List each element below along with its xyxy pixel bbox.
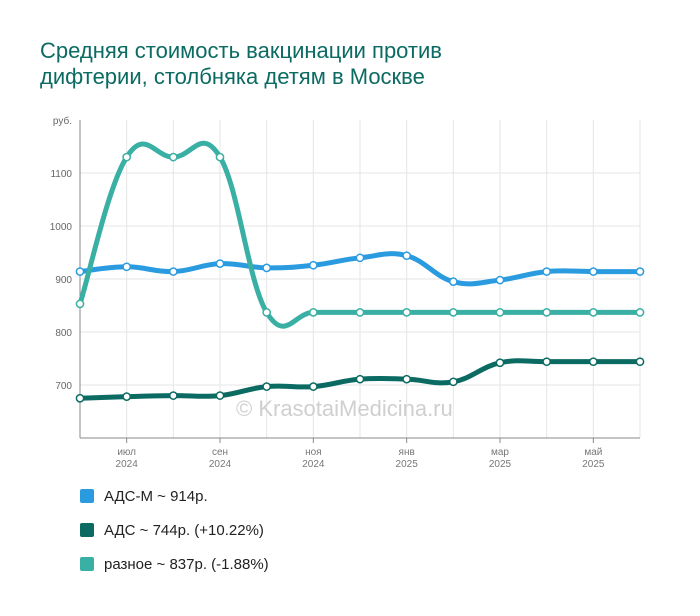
data-point-ads-m[interactable]	[635, 267, 645, 276]
x-tick-label-month: сен	[212, 447, 228, 458]
data-point-ads-m[interactable]	[308, 260, 318, 270]
data-point-ads[interactable]	[355, 374, 365, 384]
y-tick-label: 800	[55, 328, 72, 339]
x-tick-label-year: 2024	[116, 459, 139, 470]
data-point-raznoe[interactable]	[542, 308, 552, 317]
x-tick-label-year: 2025	[582, 459, 605, 470]
chart-title-line-2: дифтерии, столбняка детям в Москве	[40, 64, 425, 89]
y-tick-label: 700	[55, 381, 72, 392]
data-point-raznoe[interactable]	[122, 152, 132, 162]
x-tick-label-year: 2025	[396, 459, 419, 470]
data-point-ads[interactable]	[402, 374, 412, 384]
x-tick-label-month: июл	[117, 447, 136, 458]
data-point-raznoe[interactable]	[448, 308, 458, 317]
series-ads-m	[75, 251, 645, 287]
data-point-ads[interactable]	[635, 357, 645, 367]
legend: АДС-М ~ 914р. АДС ~ 744р. (+10.22%) разн…	[80, 486, 269, 588]
data-point-ads[interactable]	[168, 391, 178, 400]
legend-swatch-ads	[80, 523, 94, 537]
y-tick-label: 900	[55, 275, 72, 286]
legend-label-raznoe: разное ~ 837р. (-1.88%)	[104, 555, 269, 573]
data-point-raznoe[interactable]	[168, 152, 178, 162]
data-point-ads-m[interactable]	[402, 251, 412, 261]
legend-swatch-ads-m	[80, 489, 94, 503]
series-ads	[75, 357, 645, 403]
legend-item-ads-m[interactable]: АДС-М ~ 914р.	[80, 486, 269, 506]
data-point-raznoe[interactable]	[495, 308, 505, 317]
data-point-ads[interactable]	[75, 393, 85, 403]
data-point-ads[interactable]	[448, 377, 458, 387]
x-tick-label-month: мар	[491, 447, 509, 458]
legend-label-ads: АДС ~ 744р. (+10.22%)	[104, 521, 264, 539]
data-point-ads[interactable]	[588, 357, 598, 367]
x-tick-label-year: 2024	[209, 459, 232, 470]
data-point-ads[interactable]	[542, 357, 552, 367]
data-point-raznoe[interactable]	[75, 299, 85, 309]
series-raznoe	[75, 140, 645, 329]
data-point-ads-m[interactable]	[542, 267, 552, 276]
data-point-ads-m[interactable]	[588, 267, 598, 276]
legend-label-ads-m: АДС-М ~ 914р.	[104, 487, 208, 505]
y-tick-label: 1000	[50, 222, 73, 233]
data-point-ads[interactable]	[122, 392, 132, 402]
data-point-ads-m[interactable]	[495, 275, 505, 285]
data-point-raznoe[interactable]	[262, 308, 272, 317]
data-point-ads-m[interactable]	[355, 253, 365, 263]
legend-item-raznoe[interactable]: разное ~ 837р. (-1.88%)	[80, 554, 269, 574]
x-tick-label-month: янв	[399, 447, 415, 458]
chart-title: Средняя стоимость вакцинации против дифт…	[40, 38, 640, 90]
data-point-raznoe[interactable]	[215, 152, 225, 162]
x-tick-label-year: 2024	[302, 459, 325, 470]
data-point-ads-m[interactable]	[168, 267, 178, 276]
data-point-ads[interactable]	[262, 382, 272, 391]
data-point-ads[interactable]	[308, 382, 318, 391]
chart-title-line-1: Средняя стоимость вакцинации против	[40, 38, 442, 63]
data-point-raznoe[interactable]	[588, 308, 598, 317]
data-point-ads-m[interactable]	[122, 262, 132, 272]
data-point-ads-m[interactable]	[75, 267, 85, 276]
data-point-raznoe[interactable]	[308, 308, 318, 317]
data-point-raznoe[interactable]	[402, 308, 412, 317]
watermark: © KrasotaiMedicina.ru	[236, 396, 453, 421]
x-tick-label-month: май	[584, 447, 602, 458]
y-axis-label: руб.	[53, 115, 72, 127]
data-point-raznoe[interactable]	[355, 308, 365, 317]
y-tick-label: 1100	[50, 169, 72, 180]
data-point-raznoe[interactable]	[635, 308, 645, 317]
legend-item-ads[interactable]: АДС ~ 744р. (+10.22%)	[80, 520, 269, 540]
data-point-ads[interactable]	[495, 358, 505, 368]
series-line-raznoe	[77, 140, 643, 329]
data-point-ads[interactable]	[215, 391, 225, 400]
data-point-ads-m[interactable]	[448, 277, 458, 286]
data-point-ads-m[interactable]	[262, 263, 272, 273]
x-tick-label-month: ноя	[305, 447, 322, 458]
data-point-ads-m[interactable]	[215, 259, 225, 268]
x-tick-label-year: 2025	[489, 459, 512, 470]
legend-swatch-raznoe	[80, 557, 94, 571]
